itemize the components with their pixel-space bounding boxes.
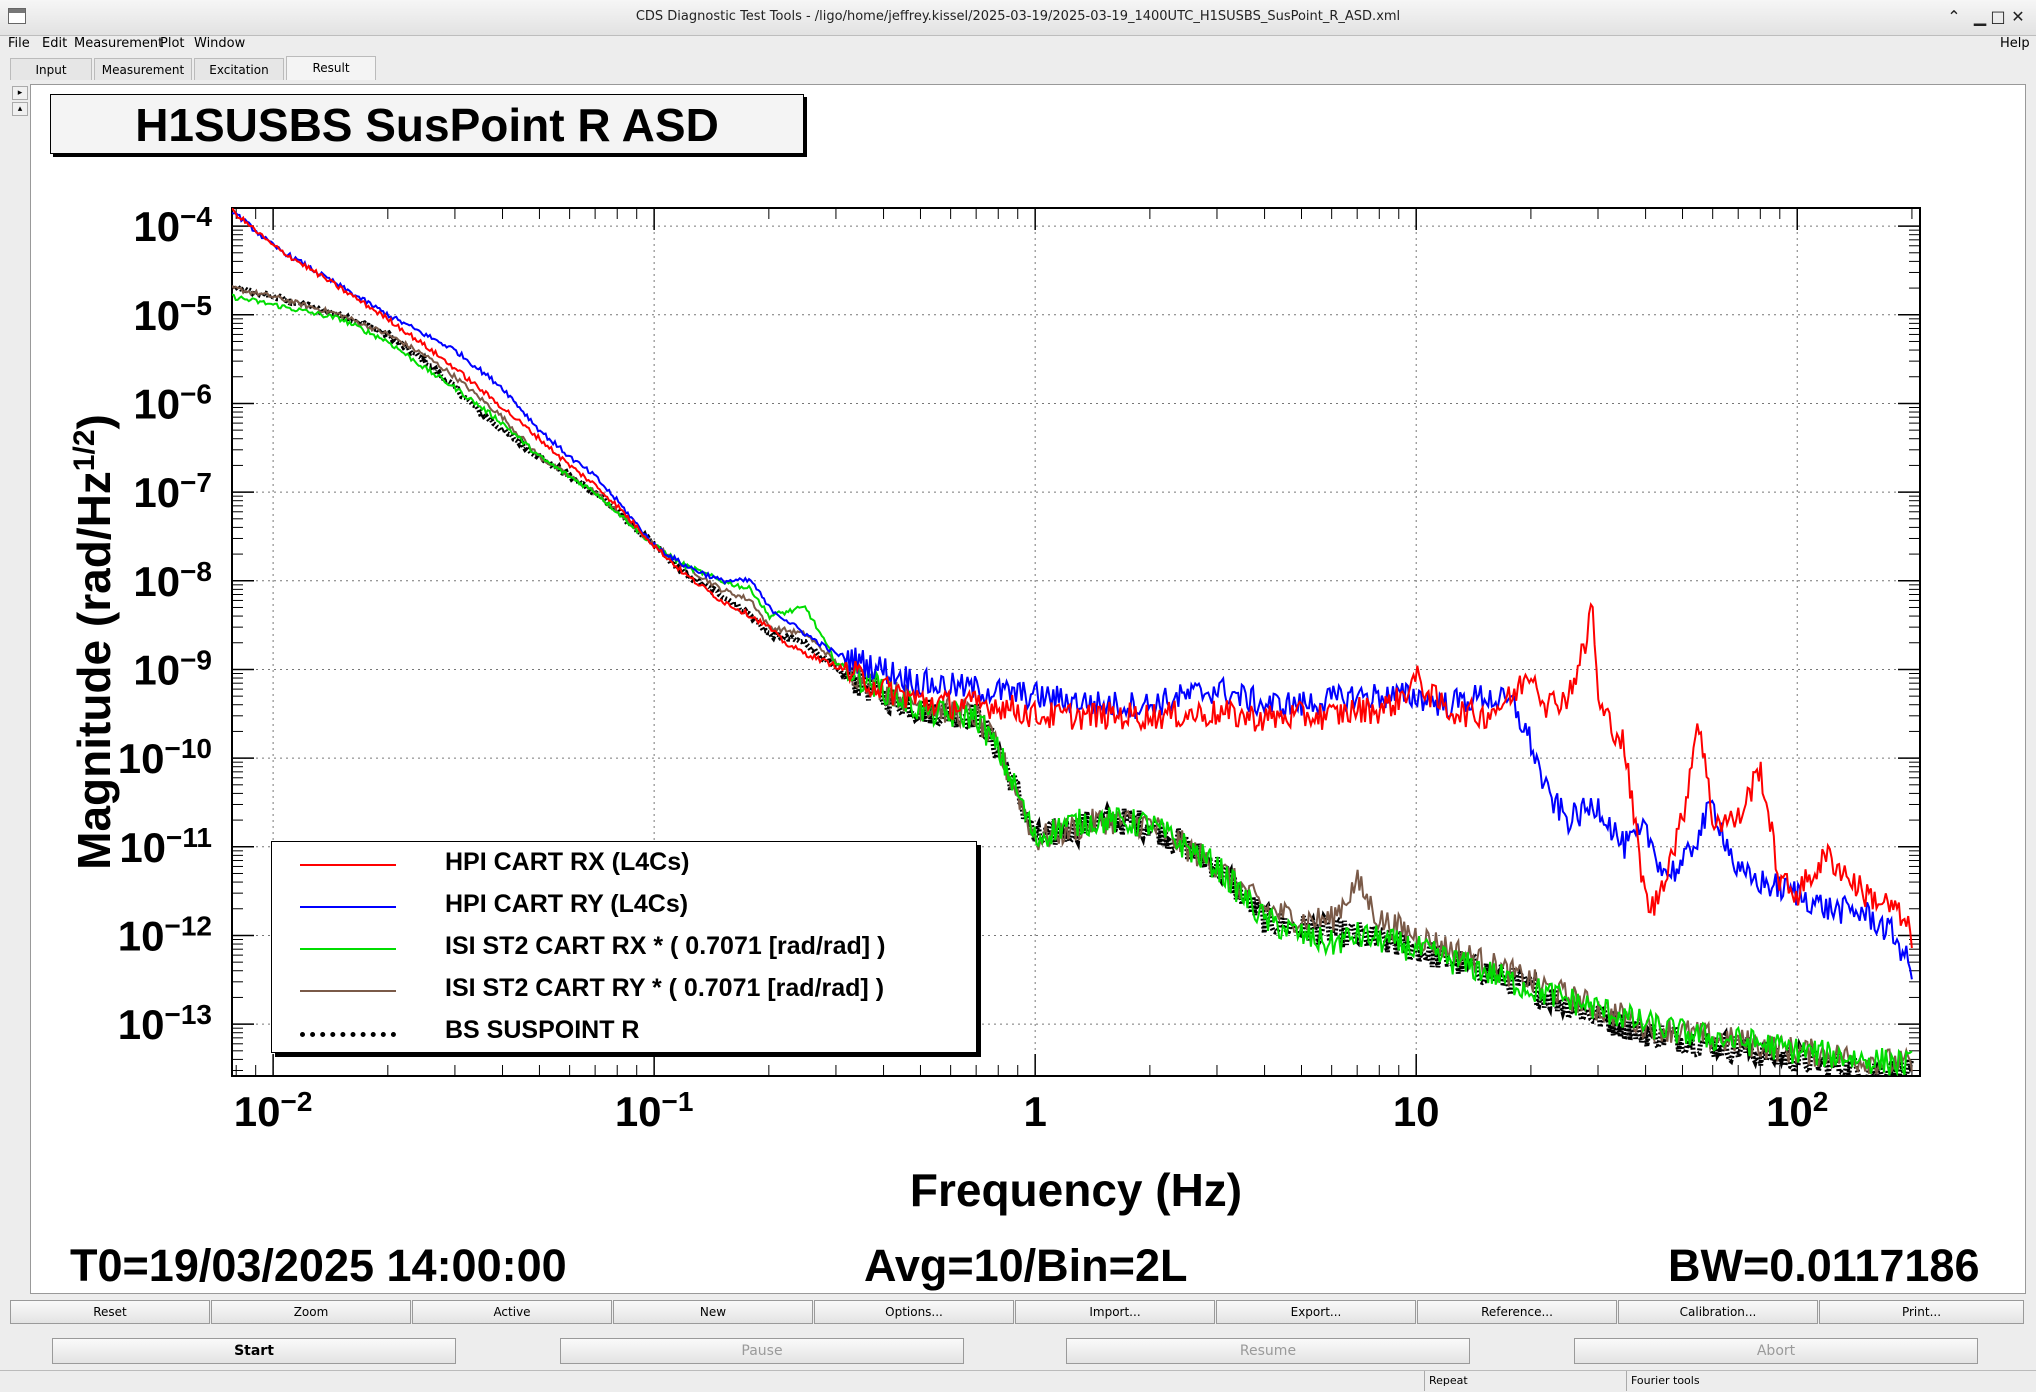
legend-swatch (300, 864, 396, 866)
series-line (232, 293, 1913, 1076)
plot-title[interactable]: H1SUSBS SusPoint R ASD (50, 94, 804, 154)
series-line (232, 208, 1913, 949)
plot-toolbar: Reset Zoom Active New Options... Import.… (10, 1300, 2024, 1324)
series-line (232, 211, 1913, 980)
legend-swatch (300, 990, 396, 992)
menu-window[interactable]: Window (194, 36, 246, 51)
expand-right-icon[interactable]: ▸ (12, 86, 28, 100)
avg-label: Avg=10/Bin=2L (864, 1240, 1188, 1291)
legend-swatch (300, 906, 396, 908)
active-button[interactable]: Active (412, 1300, 612, 1324)
status-fourier-tools: Fourier tools (1626, 1371, 2036, 1391)
collapse-up-icon[interactable]: ▴ (12, 102, 28, 116)
y-axis-title: Magnitude (rad/Hz1/2) (68, 414, 121, 870)
x-tick-label: 102 (1766, 1086, 1828, 1136)
legend[interactable]: HPI CART RX (L4Cs) HPI CART RY (L4Cs) IS… (271, 841, 977, 1053)
y-tick-label: 10−5 (133, 289, 212, 339)
menu-plot[interactable]: Plot (160, 36, 185, 51)
y-tick-label: 10−11 (119, 821, 212, 871)
x-tick-label: 1 (1023, 1088, 1046, 1135)
options-button[interactable]: Options... (814, 1300, 1014, 1324)
window-title: CDS Diagnostic Test Tools - /ligo/home/j… (635, 9, 1401, 24)
status-message (0, 1371, 1424, 1391)
print-button[interactable]: Print... (1819, 1300, 2024, 1324)
minor-ticks (232, 208, 1920, 1076)
y-tick-label: 10−10 (118, 733, 212, 783)
new-button[interactable]: New (613, 1300, 813, 1324)
tab-input[interactable]: Input (10, 58, 92, 80)
y-tick-label: 10−6 (133, 378, 212, 428)
app-icon[interactable] (8, 8, 26, 24)
x-axis-title: Frequency (Hz) (910, 1164, 1242, 1216)
y-tick-label: 10−13 (118, 999, 212, 1049)
menu-file[interactable]: File (8, 36, 30, 51)
pause-button[interactable]: Pause (560, 1338, 964, 1364)
legend-label: ISI ST2 CART RY * ( 0.7071 [rad/rad] ) (445, 974, 885, 1002)
legend-label: HPI CART RY (L4Cs) (445, 890, 689, 918)
maximize-icon[interactable]: □ (1990, 7, 2006, 26)
zoom-button[interactable]: Zoom (211, 1300, 411, 1324)
legend-label: BS SUSPOINT R (445, 1016, 640, 1044)
legend-entry-hpi-rx: HPI CART RX (L4Cs) (272, 844, 972, 886)
menu-help[interactable]: Help (2000, 36, 2030, 51)
import-button[interactable]: Import... (1015, 1300, 1215, 1324)
grid (232, 208, 1920, 1076)
legend-swatch (300, 948, 396, 950)
legend-label: HPI CART RX (L4Cs) (445, 848, 690, 876)
status-repeat: Repeat (1424, 1371, 1626, 1391)
x-tick-label: 10−2 (234, 1086, 313, 1136)
legend-entry-isi-ry: ISI ST2 CART RY * ( 0.7071 [rad/rad] ) (272, 970, 972, 1012)
bw-label: BW=0.0117186 (1668, 1240, 1980, 1291)
tick-labels: 10−2 10−1 1 10 10210−410−510−610−710−810−910… (118, 201, 1829, 1135)
shade-icon[interactable]: ⌃ (1947, 7, 1961, 26)
t0-label: T0=19/03/2025 14:00:00 (70, 1240, 567, 1291)
close-icon[interactable]: ✕ (2011, 7, 2025, 26)
series-layer (232, 208, 1915, 1076)
reference-button[interactable]: Reference... (1417, 1300, 1617, 1324)
legend-swatch (300, 1032, 396, 1037)
abort-button[interactable]: Abort (1574, 1338, 1978, 1364)
y-tick-label: 10−9 (133, 644, 212, 694)
run-controls: Start Pause Resume Abort (0, 1338, 2036, 1364)
y-tick-label: 10−4 (133, 201, 212, 251)
tab-excitation[interactable]: Excitation (194, 58, 284, 80)
reset-button[interactable]: Reset (10, 1300, 210, 1324)
start-button[interactable]: Start (52, 1338, 456, 1364)
tab-result[interactable]: Result (286, 56, 376, 80)
legend-label: ISI ST2 CART RX * ( 0.7071 [rad/rad] ) (445, 932, 886, 960)
y-tick-label: 10−7 (133, 467, 212, 517)
y-tick-label: 10−12 (118, 910, 212, 960)
legend-entry-bs-suspoint: BS SUSPOINT R (272, 1012, 972, 1054)
minimize-icon[interactable]: ▁ (1973, 7, 1987, 26)
x-tick-label: 10−1 (615, 1086, 694, 1136)
calibration-button[interactable]: Calibration... (1618, 1300, 1818, 1324)
export-button[interactable]: Export... (1216, 1300, 1416, 1324)
resume-button[interactable]: Resume (1066, 1338, 1470, 1364)
status-bar: Repeat Fourier tools (0, 1370, 2036, 1392)
legend-entry-isi-rx: ISI ST2 CART RX * ( 0.7071 [rad/rad] ) (272, 928, 972, 970)
menu-edit[interactable]: Edit (42, 36, 68, 51)
menu-bar: File Edit Measurement Plot Window Help (0, 36, 2036, 56)
x-tick-label: 10 (1393, 1088, 1440, 1135)
y-tick-label: 10−8 (133, 555, 212, 605)
tab-measurement[interactable]: Measurement (94, 58, 192, 80)
menu-measurement[interactable]: Measurement (74, 36, 164, 51)
series-line (232, 283, 1915, 1076)
window-titlebar: CDS Diagnostic Test Tools - /ligo/home/j… (0, 0, 2036, 36)
legend-entry-hpi-ry: HPI CART RY (L4Cs) (272, 886, 972, 928)
